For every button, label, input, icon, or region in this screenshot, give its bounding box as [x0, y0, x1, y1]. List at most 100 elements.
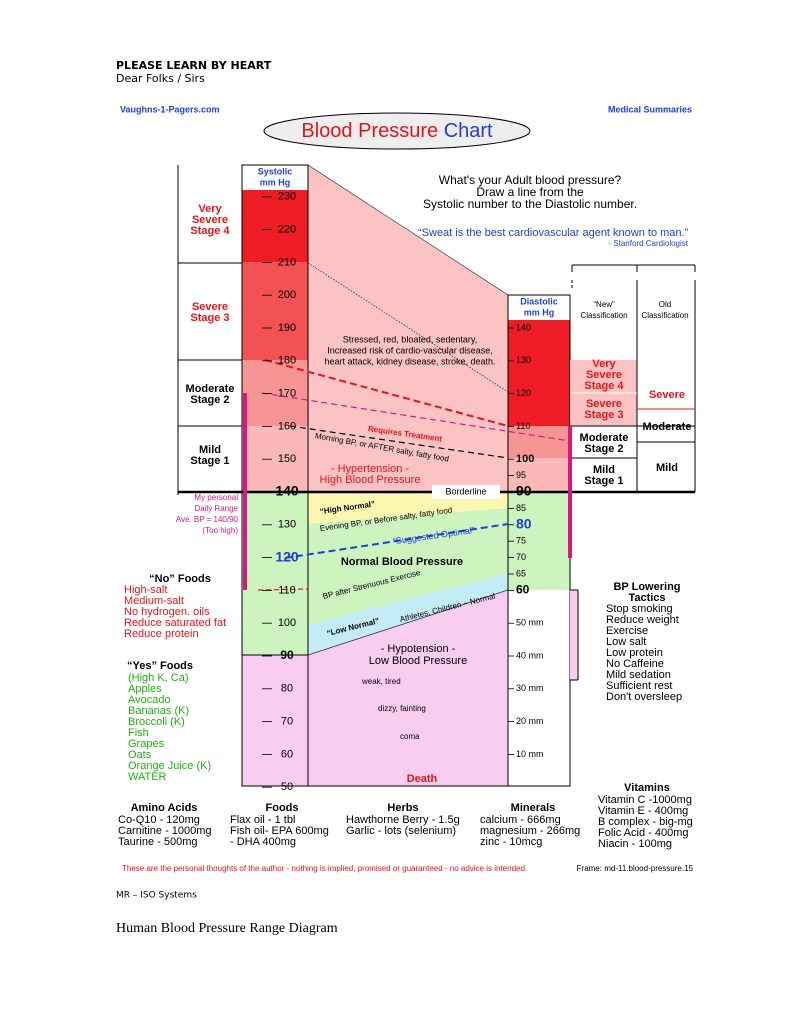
stage-label: Stage 2	[584, 443, 623, 455]
stage-label: Severe	[586, 369, 622, 381]
dashed-line	[257, 588, 309, 591]
stage-label: Moderate	[580, 432, 629, 444]
tick-label: 120	[275, 548, 299, 564]
list-item: Avocado	[128, 694, 171, 706]
tick-label: 150	[278, 453, 296, 465]
hypertension-zone	[308, 165, 508, 492]
zone-label: Normal Blood Pressure	[341, 556, 463, 568]
dotted-line	[307, 262, 509, 393]
column-header-bg	[508, 295, 570, 320]
tick-label: 85	[516, 503, 526, 513]
dashed-line	[284, 523, 509, 559]
column-header: Systolic	[258, 166, 293, 176]
note: weak, tired	[361, 677, 401, 686]
tick-label: 10 mm	[516, 749, 544, 759]
list-title: Amino Acids	[131, 802, 198, 814]
list-title: Vitamins	[624, 782, 670, 794]
tick-label: 30 mm	[516, 683, 544, 693]
list-item: Sufficient rest	[606, 680, 672, 692]
question: Systolic number to the Diastolic number.	[423, 197, 637, 211]
zone-label: - Hypertension -	[331, 463, 410, 475]
tick-label: 75	[516, 536, 526, 546]
list-item: Bananas (K)	[128, 705, 189, 717]
tick-label: 20 mm	[516, 716, 544, 726]
tick-label: 40 mm	[516, 650, 544, 660]
stage-label: Severe	[649, 389, 685, 401]
zone-label: Low Blood Pressure	[369, 655, 467, 667]
list-item: (High K, Ca)	[128, 672, 189, 684]
list-item: Hawthorne Berry - 1.5g	[346, 814, 460, 826]
diagram-shapes	[177, 112, 696, 787]
subheading: Dear Folks / Sirs	[116, 72, 205, 85]
source: Vaughns-1-Pagers.com	[120, 104, 220, 114]
stage-label: Moderate	[643, 421, 692, 433]
column-header: mm Hg	[260, 177, 291, 187]
tick-label: 180	[278, 355, 296, 367]
column-band	[242, 426, 308, 492]
caption: Human Blood Pressure Range Diagram	[116, 921, 338, 936]
note: heart attack, kidney disease, stroke, de…	[324, 356, 495, 366]
list-item: Apples	[128, 683, 162, 695]
column-band	[242, 492, 308, 655]
tick-label: 140	[516, 322, 531, 332]
list-item: Low salt	[606, 636, 646, 648]
tick-label: 190	[278, 322, 296, 334]
dashed-line	[261, 392, 571, 442]
heading: PLEASE LEARN BY HEART	[116, 59, 272, 72]
list-title: Foods	[266, 802, 299, 814]
list-item: No Caffeine	[606, 658, 664, 670]
column-band	[242, 360, 308, 426]
tick-label: 120	[516, 388, 531, 398]
personal-range: Daily Range	[194, 504, 238, 513]
stage-label: Mild	[656, 462, 678, 474]
zone-label: - Hypotension -	[381, 643, 456, 655]
column-header: “New”	[593, 300, 615, 309]
tick-label: 80	[281, 683, 293, 695]
column-header: Classification	[641, 311, 688, 320]
note: Increased risk of cardio-vascular diseas…	[327, 345, 493, 355]
quote-source: - Stanford Cardiologist	[608, 239, 688, 248]
tick-label: 170	[278, 388, 296, 400]
tick-label: 200	[278, 289, 296, 301]
title-main: Blood Pressure	[301, 120, 438, 142]
tick-label: 70	[516, 552, 526, 562]
title-oval	[263, 112, 531, 150]
tick-label: 160	[278, 420, 296, 432]
low-normal-band	[308, 573, 508, 655]
tick-label: 110	[278, 584, 296, 596]
column-header: mm Hg	[524, 307, 555, 317]
stage-label: Stage 4	[584, 380, 624, 392]
stage-label: Very	[592, 358, 616, 370]
zone-label: Borderline	[445, 486, 486, 496]
stage-label: Stage 1	[190, 455, 229, 467]
tick-label: 130	[278, 519, 296, 531]
question: What's your Adult blood pressure?	[439, 173, 622, 187]
footer-org: MR – ISO Systems	[116, 891, 197, 901]
spacer	[570, 590, 578, 680]
tick-label: 95	[516, 470, 526, 480]
list-item: B complex - big-mg	[598, 816, 693, 828]
frame-id: Frame: md-11.blood-pressure.15	[577, 864, 694, 873]
list-item: Carnitine - 1000mg	[118, 825, 212, 837]
stage-label: Stage 3	[584, 409, 623, 421]
tick-label: 65	[516, 568, 526, 578]
list-item: zinc - 10mcg	[480, 836, 542, 848]
zone-edge	[307, 589, 509, 656]
label-bg	[432, 485, 500, 499]
tick-label: 80	[516, 516, 532, 532]
list-item: Vitamin E - 400mg	[598, 805, 688, 817]
list-item: calcium - 666mg	[480, 814, 561, 826]
list-item: Broccoli (K)	[128, 716, 185, 728]
tick-label: 90	[280, 648, 294, 662]
list-item: Niacin - 100mg	[598, 838, 672, 850]
series-name: Medical Summaries	[608, 104, 692, 114]
column-header: Diastolic	[520, 296, 558, 306]
personal-range: Ave. BP = 140/90	[176, 515, 239, 524]
tick-label: 140	[275, 483, 299, 499]
list-title: Tactics	[628, 592, 665, 604]
zone-label: Death	[407, 773, 438, 785]
list-item: Fish	[128, 727, 149, 739]
tick-label: 100	[516, 453, 534, 465]
tick-label: 50 mm	[516, 618, 544, 628]
